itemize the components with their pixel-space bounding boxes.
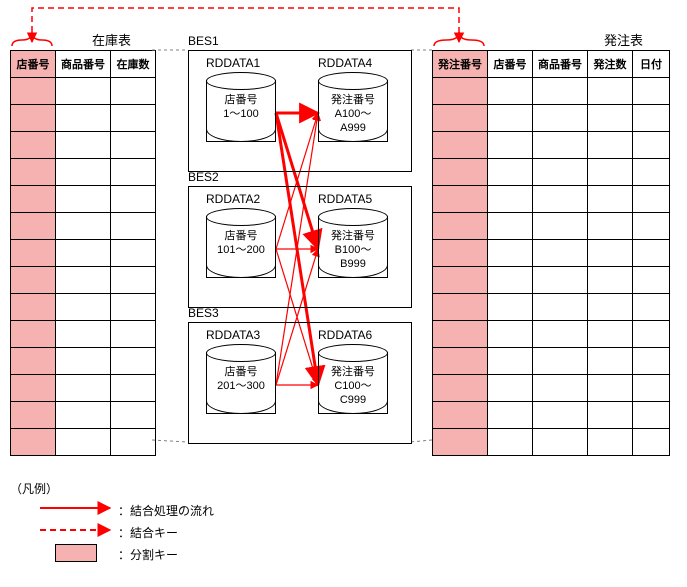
cylinder-rddata2: 店番号101～200 (206, 208, 276, 278)
right-table-header-1: 店番号 (488, 51, 533, 78)
table-row (433, 348, 670, 375)
table-row (11, 402, 156, 429)
bes-label-1: BES1 (188, 34, 219, 48)
legend-text-2: ：分割キー (118, 546, 178, 563)
cylinder-text-rddata6: 発注番号C100～C999 (318, 366, 388, 407)
rd-label-rddata3: RDDATA3 (206, 328, 260, 342)
table-row (433, 375, 670, 402)
table-row (11, 78, 156, 105)
table-row (433, 429, 670, 456)
table-row (433, 186, 670, 213)
table-row (433, 240, 670, 267)
cylinder-text-rddata4: 発注番号A100～A999 (318, 94, 388, 135)
legend-keybox (55, 544, 97, 562)
bes-label-3: BES3 (188, 306, 219, 320)
table-row (11, 294, 156, 321)
cylinder-text-rddata2: 店番号101～200 (206, 230, 276, 258)
table-row (11, 105, 156, 132)
legend-text-1: ：結合キー (118, 524, 178, 541)
rd-label-rddata6: RDDATA6 (318, 328, 372, 342)
table-row (433, 402, 670, 429)
right-table-header-0: 発注番号 (433, 51, 488, 78)
table-row (433, 213, 670, 240)
table-row (11, 186, 156, 213)
table-row (11, 375, 156, 402)
table-row (11, 240, 156, 267)
table-row (433, 294, 670, 321)
brace-right (434, 32, 484, 46)
rd-label-rddata1: RDDATA1 (206, 56, 260, 70)
right-table-header-3: 発注数 (588, 51, 633, 78)
cylinder-rddata4: 発注番号A100～A999 (318, 72, 388, 142)
table-row (433, 78, 670, 105)
table-row (11, 429, 156, 456)
right-table-header-4: 日付 (633, 51, 670, 78)
map-r-bot (410, 440, 432, 442)
table-row (433, 267, 670, 294)
cylinder-text-rddata3: 店番号201～300 (206, 366, 276, 394)
cylinder-rddata5: 発注番号B100～B999 (318, 208, 388, 278)
right-table: 発注番号店番号商品番号発注数日付 (432, 50, 670, 456)
table-row (433, 159, 670, 186)
cylinder-rddata1: 店番号1～100 (206, 72, 276, 142)
left-table-header-2: 在庫数 (111, 51, 156, 78)
bes-label-2: BES2 (188, 170, 219, 184)
legend-text-0: ：結合処理の流れ (118, 502, 214, 519)
brace-left (12, 32, 52, 46)
table-row (11, 159, 156, 186)
cylinder-rddata3: 店番号201～300 (206, 344, 276, 414)
left-table-header-1: 商品番号 (56, 51, 111, 78)
cylinder-rddata6: 発注番号C100～C999 (318, 344, 388, 414)
table-row (433, 132, 670, 159)
table-row (11, 321, 156, 348)
table-row (433, 321, 670, 348)
rd-label-rddata4: RDDATA4 (318, 56, 372, 70)
table-row (11, 132, 156, 159)
cylinder-text-rddata1: 店番号1～100 (206, 94, 276, 122)
table-row (11, 348, 156, 375)
right-table-title: 発注表 (604, 30, 643, 49)
legend-title: （凡例） (10, 480, 58, 497)
left-table-header-0: 店番号 (11, 51, 56, 78)
table-row (11, 267, 156, 294)
rd-label-rddata2: RDDATA2 (206, 192, 260, 206)
cylinder-text-rddata5: 発注番号B100～B999 (318, 230, 388, 271)
right-table-header-2: 商品番号 (533, 51, 588, 78)
map-l-bot (152, 440, 188, 442)
left-table-title: 在庫表 (92, 30, 131, 49)
table-row (11, 213, 156, 240)
rd-label-rddata5: RDDATA5 (318, 192, 372, 206)
table-row (433, 105, 670, 132)
left-table: 店番号商品番号在庫数 (10, 50, 156, 456)
